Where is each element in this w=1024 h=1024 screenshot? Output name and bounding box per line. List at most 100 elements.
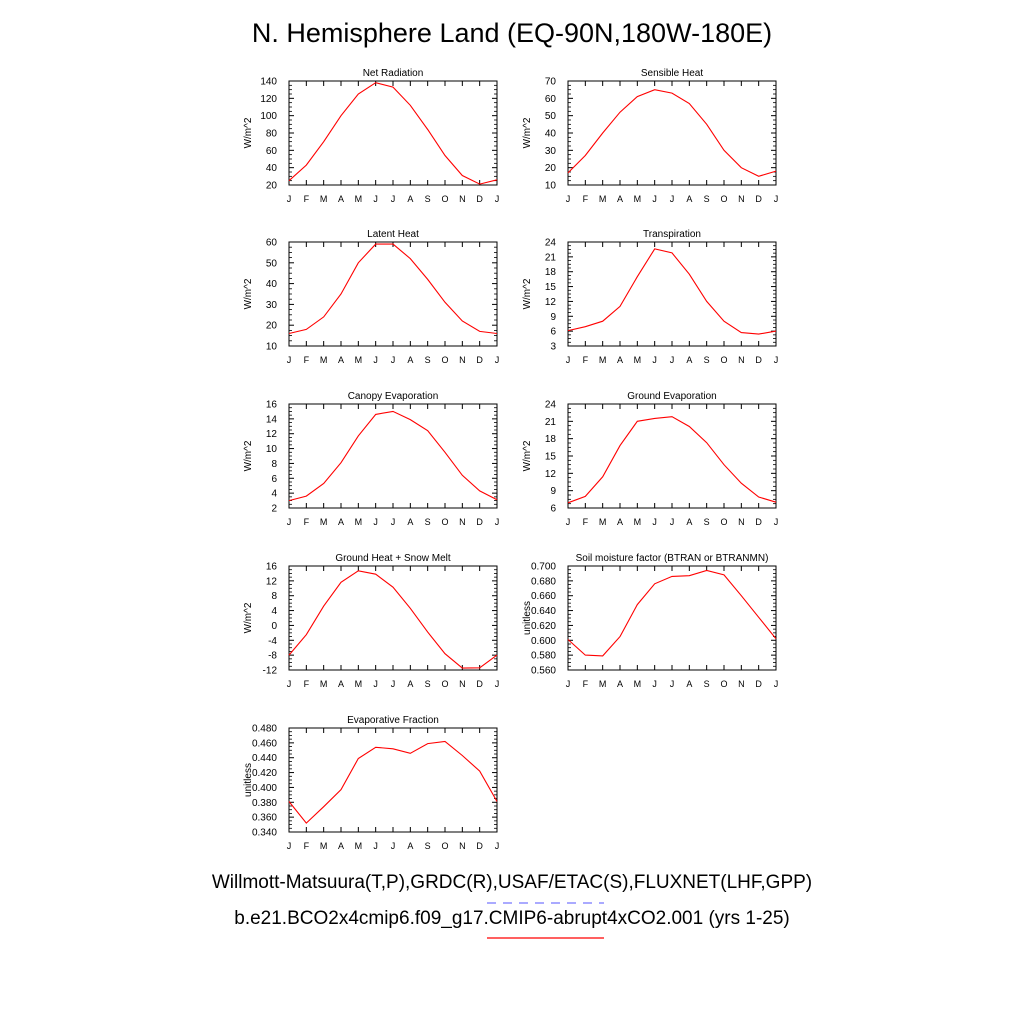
x-tick-label: A [686, 679, 692, 689]
x-tick-label: J [373, 841, 378, 851]
y-tick-label: 15 [545, 452, 557, 463]
x-tick-label: S [425, 679, 431, 689]
x-tick-label: M [599, 194, 607, 204]
x-tick-label: N [459, 194, 466, 204]
y-tick-label: 60 [266, 146, 278, 157]
panel-title: Soil moisture factor (BTRAN or BTRANMN) [576, 553, 769, 564]
x-tick-label: F [583, 517, 589, 527]
y-axis-label: W/m^2 [522, 440, 533, 471]
y-axis-label: W/m^2 [243, 440, 254, 471]
x-tick-label: J [287, 355, 292, 365]
x-tick-label: A [338, 679, 344, 689]
y-tick-label: 50 [266, 258, 278, 269]
panel-title: Sensible Heat [641, 68, 703, 79]
y-tick-label: 0 [271, 621, 277, 632]
y-tick-label: 15 [545, 282, 557, 293]
series-line-1 [288, 410, 498, 502]
x-tick-label: J [287, 517, 292, 527]
x-tick-label: D [755, 194, 762, 204]
x-tick-label: J [495, 517, 500, 527]
y-tick-label: -8 [268, 651, 277, 662]
y-tick-label: 2 [271, 504, 277, 515]
x-tick-label: J [652, 679, 657, 689]
x-tick-label: J [495, 841, 500, 851]
x-tick-label: J [287, 194, 292, 204]
y-tick-label: 40 [266, 163, 278, 174]
series-line-1 [288, 740, 498, 824]
x-tick-label: J [774, 517, 779, 527]
y-tick-label: 12 [545, 469, 557, 480]
x-tick-label: J [652, 355, 657, 365]
x-tick-label: J [670, 355, 675, 365]
x-tick-label: J [391, 679, 396, 689]
x-tick-label: O [720, 355, 727, 365]
x-tick-label: S [704, 194, 710, 204]
y-tick-label: 120 [260, 94, 277, 105]
x-tick-label: J [774, 355, 779, 365]
panel-title: Evaporative Fraction [347, 715, 439, 726]
y-tick-label: 4 [271, 489, 277, 500]
y-tick-label: 0.560 [531, 666, 556, 677]
chart-panel-8: Soil moisture factor (BTRAN or BTRANMN) u… [522, 553, 778, 689]
y-tick-label: 0.440 [252, 753, 277, 764]
x-tick-label: M [320, 194, 328, 204]
x-tick-label: J [391, 517, 396, 527]
x-tick-label: M [355, 841, 363, 851]
x-tick-label: J [391, 355, 396, 365]
x-tick-label: A [338, 517, 344, 527]
x-tick-label: N [738, 517, 745, 527]
series-line-1 [567, 248, 777, 335]
y-tick-label: 10 [266, 444, 278, 455]
y-tick-label: 20 [266, 181, 278, 192]
y-tick-label: 70 [545, 77, 557, 88]
x-tick-label: O [720, 517, 727, 527]
x-tick-label: O [441, 517, 448, 527]
x-tick-label: D [476, 841, 483, 851]
x-tick-label: N [738, 355, 745, 365]
x-tick-label: F [304, 841, 310, 851]
x-tick-label: J [670, 517, 675, 527]
x-tick-label: O [441, 841, 448, 851]
x-tick-label: A [617, 517, 623, 527]
x-tick-label: J [495, 355, 500, 365]
x-tick-label: A [338, 194, 344, 204]
panel-title: Ground Heat + Snow Melt [335, 553, 451, 564]
y-axis-label: W/m^2 [522, 278, 533, 309]
x-tick-label: D [476, 517, 483, 527]
y-tick-label: 24 [545, 400, 557, 411]
y-tick-label: 12 [266, 429, 278, 440]
y-axis-label: W/m^2 [243, 278, 254, 309]
series-line-1 [567, 569, 777, 657]
x-tick-label: M [599, 517, 607, 527]
x-tick-label: O [441, 355, 448, 365]
x-tick-label: J [566, 194, 571, 204]
y-tick-label: 6 [550, 504, 556, 515]
x-tick-label: J [652, 517, 657, 527]
y-tick-label: 0.640 [531, 606, 556, 617]
y-tick-label: 18 [545, 434, 557, 445]
x-tick-label: M [355, 517, 363, 527]
x-tick-label: N [459, 517, 466, 527]
x-tick-label: J [373, 355, 378, 365]
x-tick-label: J [566, 355, 571, 365]
y-tick-label: 140 [260, 77, 277, 88]
y-tick-label: 14 [266, 414, 278, 425]
y-tick-label: 12 [266, 576, 278, 587]
y-tick-label: 10 [266, 342, 278, 353]
x-tick-label: A [407, 679, 413, 689]
page-title: N. Hemisphere Land (EQ-90N,180W-180E) [251, 18, 773, 48]
series-line-1 [288, 82, 498, 185]
x-tick-label: M [320, 841, 328, 851]
panel-title: Canopy Evaporation [348, 391, 439, 402]
x-tick-label: M [634, 517, 642, 527]
y-tick-label: 0.420 [252, 768, 277, 779]
y-tick-label: 0.360 [252, 813, 277, 824]
x-tick-label: A [407, 194, 413, 204]
x-tick-label: M [355, 355, 363, 365]
y-tick-label: 3 [550, 342, 556, 353]
y-tick-label: 80 [266, 129, 278, 140]
y-tick-label: 0.620 [531, 621, 556, 632]
